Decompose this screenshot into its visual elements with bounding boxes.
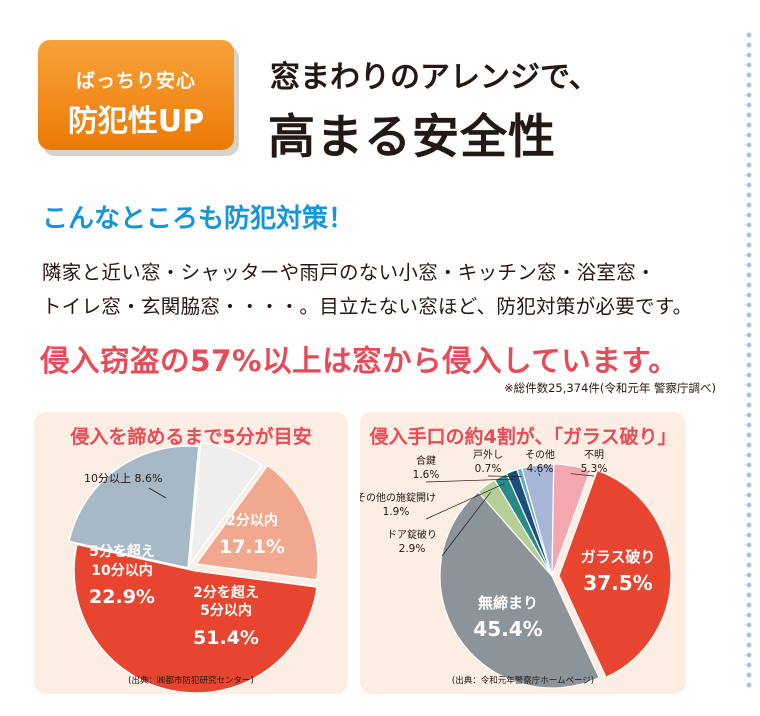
pie-slice-left-3 (189, 441, 263, 567)
slice-value-right-7: 5.3% (581, 463, 608, 475)
slice-value-right-6: 4.6% (527, 463, 554, 475)
slice-label-left-1a: 2分を超え (193, 584, 259, 601)
slice-value-left-0: 17.1% (219, 536, 285, 558)
leader-line-left-3 (148, 487, 167, 499)
heading-line1: 窓まわりのアレンジで、 (270, 60, 599, 95)
chart-panel-right: 侵入手口の約4割が、「ガラス破り」 ガラス破り 37.5% 無締まり 45.4% ドア錠… (360, 412, 686, 694)
slice-label-right-2: ドア錠破り (387, 528, 437, 541)
chart-title-left: 侵入を諦めるまで5分が目安 (70, 426, 312, 448)
alert-text: 侵入窃盗の57%以上は窓から侵入しています。 (40, 344, 679, 378)
slice-value-left-2: 22.9% (89, 586, 155, 608)
slice-label-left-1b: 5分以内 (200, 602, 252, 619)
slice-value-right-1: 45.4% (473, 617, 542, 641)
source-note: ※総件数25,374件(令和元年 警察庁調べ) (503, 381, 716, 395)
slice-value-right-2: 2.9% (399, 543, 426, 555)
slice-label-right-3: その他の施錠開け (360, 491, 436, 504)
slice-value-left-1: 51.4% (193, 627, 259, 649)
slice-label-right-7: 不明 (584, 449, 604, 461)
badge-line1: ばっちり安心 (75, 70, 196, 92)
leader-line-right-7 (570, 473, 595, 477)
pie-slice-right-7 (551, 463, 592, 577)
pie-slice-right-1 (439, 490, 600, 689)
subheading: こんなところも防犯対策！ (42, 204, 355, 234)
slice-value-right-4: 1.6% (413, 469, 440, 481)
badge-line2: 防犯性UP (67, 104, 205, 139)
pie-chart-right: ガラス破り 37.5% 無締まり 45.4% ドア錠破り 2.9% その他の施錠開け 1.9%… (360, 448, 672, 689)
slice-label-left-2a: 5分を超え (89, 543, 155, 560)
pie-slice-left-1 (73, 543, 318, 694)
slice-label-left-2b: 10分以内 (91, 562, 152, 579)
leader-line-right-3 (425, 483, 505, 520)
leader-line-right-2 (441, 491, 492, 557)
chart-panel-left: 侵入を諦めるまで5分が目安 2分以内 17.1% 2分を超え 5分以内 51.4% 5分を… (34, 412, 348, 694)
slice-label-left-3: 10分以上 8.6% (84, 472, 162, 485)
chart-source-right: (出典：令和元年警察庁ホームページ) (451, 676, 595, 686)
chart-title-right: 侵入手口の約4割が、「ガラス破り」 (369, 426, 677, 448)
slice-label-right-0: ガラス破り (581, 548, 656, 566)
chart-source-left: (出典：㈱都市防犯研究センター) (128, 676, 254, 686)
slice-label-right-5: 戸外し (473, 449, 503, 461)
heading-line2: 高まる安全性 (268, 110, 556, 165)
dotted-divider (746, 30, 752, 690)
slice-value-right-5: 0.7% (475, 463, 502, 475)
leader-line-right-4 (425, 478, 515, 483)
slice-label-left-0: 2分以内 (226, 512, 278, 529)
pie-slice-left-2 (68, 445, 200, 569)
slice-label-right-1: 無締まり (478, 594, 538, 612)
pie-slice-left-0 (194, 464, 319, 581)
slice-label-right-4: 合鍵 (416, 454, 436, 467)
pie-slice-right-0 (558, 469, 672, 679)
slice-value-right-0: 37.5% (583, 571, 652, 595)
leader-line-right-5 (487, 475, 522, 477)
badge: ばっちり安心 防犯性UP (38, 40, 234, 150)
body-line2: トイレ窓・玄関脇窓・・・・。目立たない窓ほど、防犯対策が必要です。 (42, 295, 693, 318)
leader-line-right-6 (538, 472, 541, 477)
slice-label-right-6: その他 (525, 448, 555, 461)
slice-value-right-3: 1.9% (383, 506, 410, 518)
body-line1: 隣家と近い窓・シャッターや雨戸のない小窓・キッチン窓・浴室窓・ (42, 261, 656, 284)
